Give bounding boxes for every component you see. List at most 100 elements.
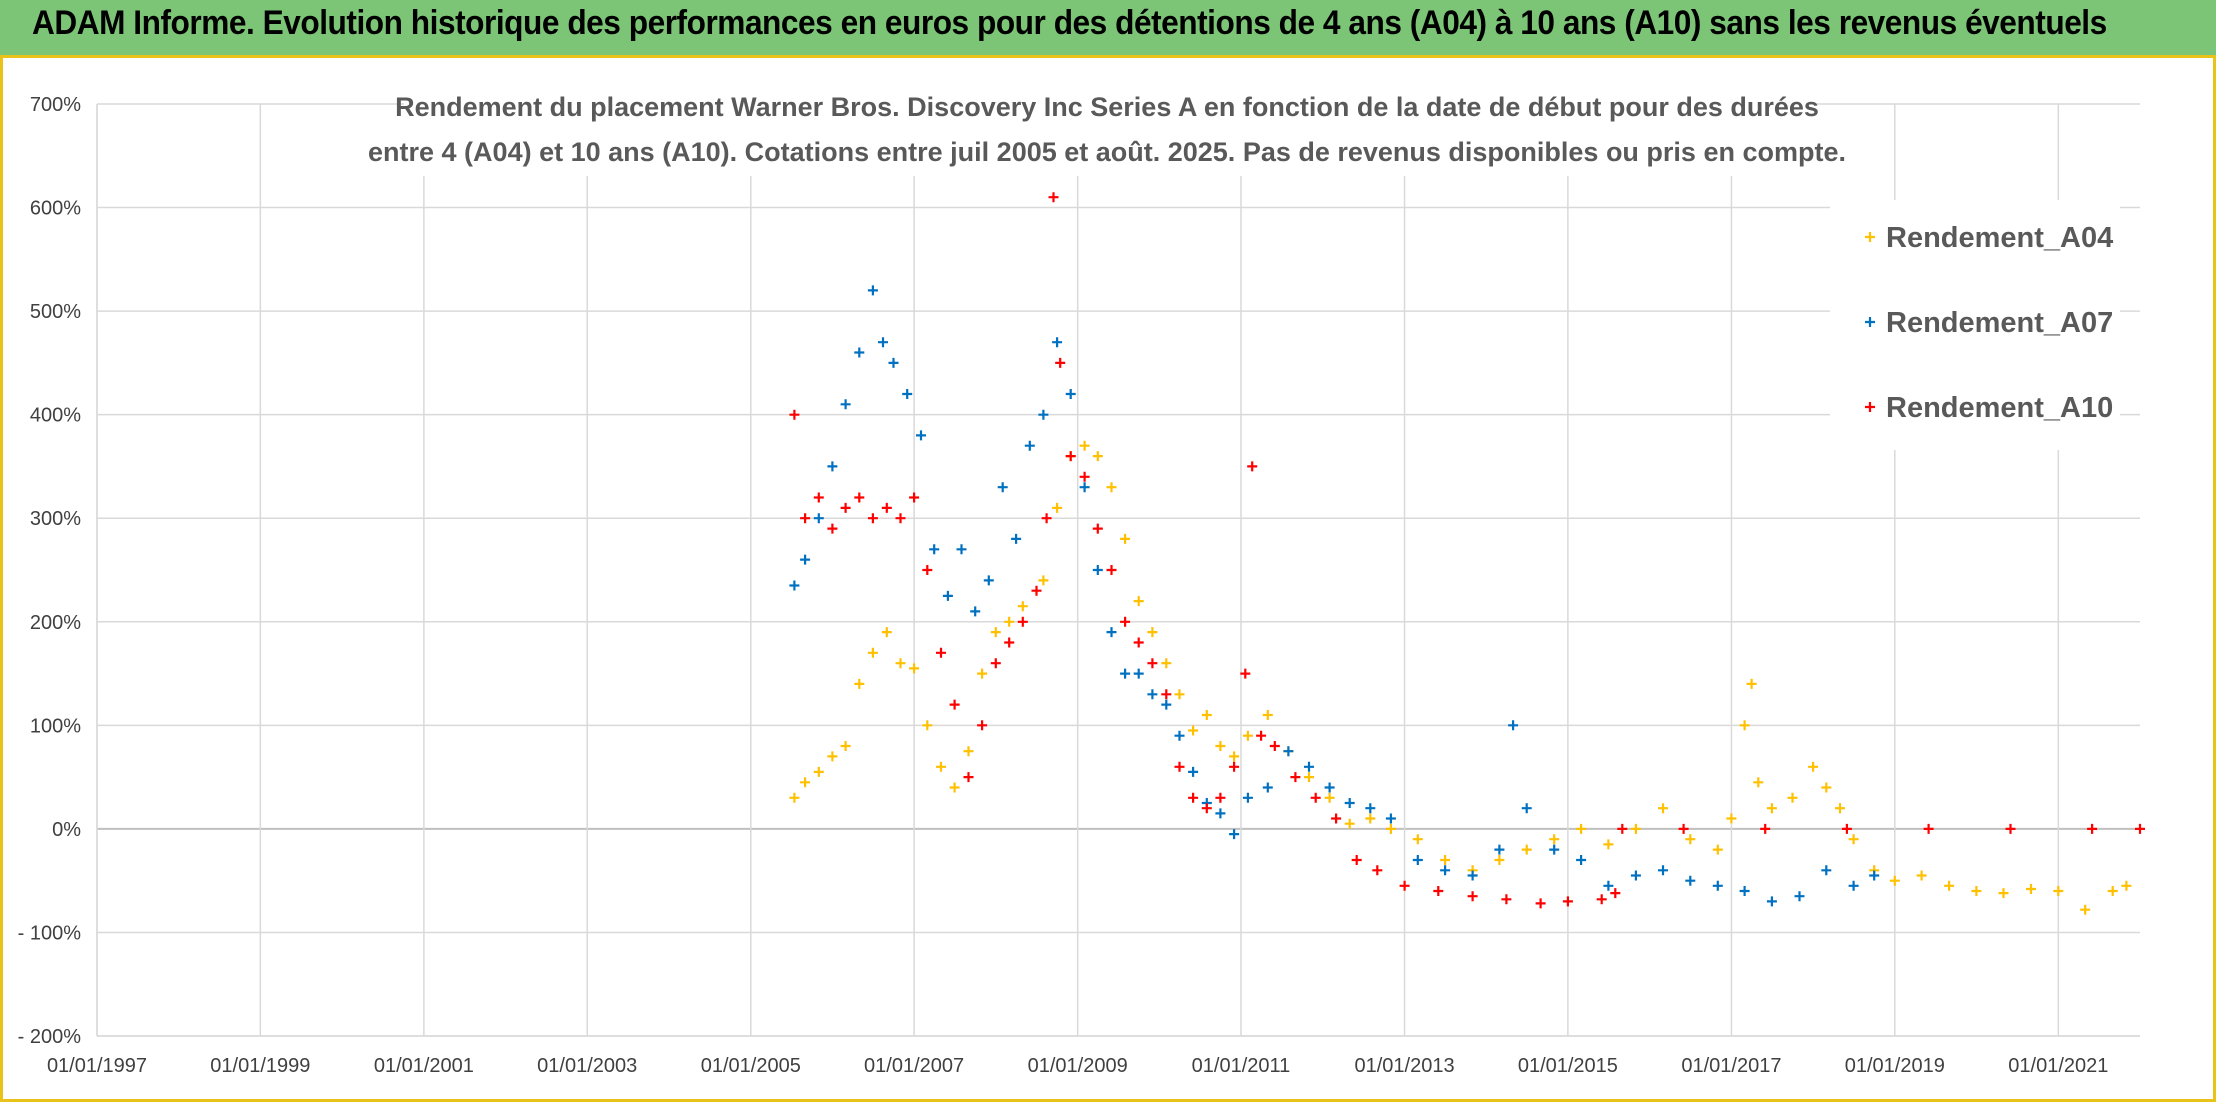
data-point <box>1808 761 1819 772</box>
data-point <box>1685 875 1696 886</box>
data-point <box>1440 855 1451 865</box>
data-point <box>1174 689 1185 700</box>
data-point <box>1603 839 1614 850</box>
data-point <box>1052 337 1063 348</box>
y-tick-label: 0% <box>52 819 81 841</box>
data-point <box>1304 772 1314 783</box>
data-point <box>2053 886 2064 896</box>
data-point <box>1174 761 1185 772</box>
data-point <box>878 337 888 348</box>
data-point <box>1971 886 1982 896</box>
data-point <box>1399 880 1410 891</box>
data-point <box>963 746 974 757</box>
data-point <box>888 357 899 368</box>
data-point <box>854 492 865 503</box>
data-point <box>977 668 988 679</box>
data-point <box>1998 888 2009 899</box>
data-point <box>1794 891 1805 902</box>
data-point <box>2087 823 2098 834</box>
legend: Rendement_A04 Rendement_A07 Rendement_A10 <box>1830 200 2120 450</box>
legend-marker <box>1865 402 1875 412</box>
data-point <box>1835 803 1845 814</box>
data-point <box>949 699 960 710</box>
x-tick-label: 01/01/2007 <box>864 1055 964 1077</box>
data-point <box>1501 894 1512 905</box>
data-point <box>1841 823 1852 834</box>
x-tick-label: 01/01/2001 <box>374 1055 474 1077</box>
y-tick-label: - 100% <box>18 922 82 944</box>
y-tick-label: 200% <box>30 612 81 634</box>
data-point <box>1065 389 1076 399</box>
data-point <box>1678 823 1689 834</box>
data-point <box>902 389 913 399</box>
data-point <box>1331 813 1342 824</box>
data-point <box>1120 616 1131 627</box>
data-point <box>800 513 811 524</box>
data-point <box>800 554 811 565</box>
data-point <box>970 606 981 617</box>
data-point <box>1923 823 1934 834</box>
data-point <box>1712 844 1723 855</box>
data-point <box>1521 844 1532 855</box>
data-point <box>1161 689 1172 700</box>
data-point <box>1106 627 1117 638</box>
data-point <box>1440 865 1451 876</box>
x-tick-label: 01/01/1997 <box>47 1055 147 1077</box>
data-point <box>1079 482 1090 493</box>
data-point <box>1201 803 1212 814</box>
data-point <box>1031 585 1042 596</box>
data-point <box>1065 451 1076 462</box>
data-point <box>1739 720 1750 731</box>
data-point <box>1494 855 1505 865</box>
data-point <box>1760 823 1771 834</box>
data-point <box>813 513 824 524</box>
data-point <box>909 663 920 674</box>
data-point <box>936 761 946 772</box>
data-point <box>1549 834 1560 845</box>
data-point <box>1766 803 1777 814</box>
data-point <box>1052 502 1063 513</box>
data-point <box>990 658 1001 669</box>
data-point <box>1079 471 1090 482</box>
data-point <box>1753 777 1764 788</box>
x-tick-label: 01/01/2005 <box>701 1055 801 1077</box>
data-point <box>854 347 865 358</box>
data-point <box>1229 829 1240 840</box>
data-point <box>1011 533 1022 544</box>
data-point <box>800 777 811 788</box>
data-point <box>1174 730 1185 741</box>
data-point <box>1344 798 1355 808</box>
data-point <box>1467 891 1478 902</box>
legend-item: Rendement_A07 <box>1865 307 2113 339</box>
data-point <box>1630 870 1641 881</box>
data-point <box>1269 741 1280 751</box>
data-point <box>813 766 824 777</box>
data-point <box>1133 668 1144 679</box>
points-layer <box>789 192 2145 915</box>
data-point <box>1004 616 1015 627</box>
data-point <box>916 430 926 441</box>
data-point <box>1038 409 1049 420</box>
data-point <box>1106 565 1117 575</box>
data-point <box>881 627 892 638</box>
data-point <box>1766 896 1777 907</box>
data-point <box>1017 601 1028 612</box>
chart-title: Rendement du placement Warner Bros. Disc… <box>368 84 1846 176</box>
data-point <box>1508 720 1519 731</box>
data-point <box>1739 886 1750 896</box>
data-point <box>922 720 933 731</box>
x-tick-label: 01/01/2017 <box>1681 1055 1781 1077</box>
data-point <box>1596 894 1607 905</box>
data-point <box>1658 803 1668 814</box>
data-point <box>840 502 851 513</box>
data-point <box>1821 782 1832 793</box>
data-point <box>1161 699 1172 710</box>
data-point <box>1848 880 1859 891</box>
data-point <box>1944 880 1955 891</box>
data-point <box>1412 834 1423 845</box>
data-point <box>1024 440 1035 451</box>
data-point <box>1201 710 1212 720</box>
data-point <box>1161 658 1172 669</box>
chart-title-line-2: entre 4 (A04) et 10 ans (A10). Cotations… <box>368 137 1846 167</box>
